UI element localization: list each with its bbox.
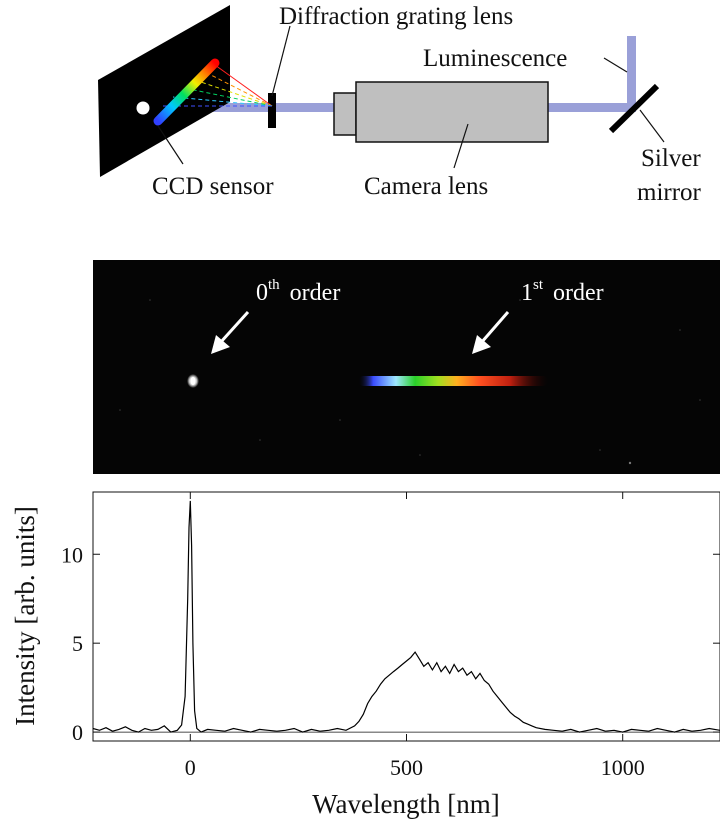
y-tick-label: 0 xyxy=(72,720,83,745)
first-order-streak xyxy=(358,376,548,386)
axis-ticks: 0 500 1000 0 5 10 xyxy=(61,492,720,780)
zeroth-order-arrow xyxy=(211,310,250,354)
first-order-label: 1st order xyxy=(521,277,604,306)
sensor-image: 0th order 1st order xyxy=(93,260,720,474)
setup-diagram: Diffraction grating lens Luminescence CC… xyxy=(98,3,702,206)
sensor-image-background xyxy=(93,260,720,474)
zeroth-order-spot xyxy=(136,101,150,115)
label-luminescence: Luminescence xyxy=(423,45,567,72)
x-tick-label: 1000 xyxy=(601,755,645,780)
label-silver: Silver xyxy=(641,145,701,172)
label-ccd-sensor: CCD sensor xyxy=(152,173,274,200)
x-tick-label: 500 xyxy=(390,755,423,780)
spectrum-chart: 0 500 1000 0 5 10 Wavelength [nm] Intensity [… xyxy=(10,491,720,819)
diffraction-grating-lens xyxy=(268,93,276,128)
first-order-arrow xyxy=(472,311,510,354)
beam-mirror-to-lens xyxy=(548,103,636,112)
camera-lens-front xyxy=(333,92,357,136)
ccd-sensor xyxy=(98,5,230,177)
zeroth-order-label: 0th order xyxy=(256,277,340,306)
spectrum-on-sensor xyxy=(153,58,220,126)
camera-lens-body xyxy=(355,81,549,143)
spectrum-line xyxy=(92,500,720,733)
x-tick-label: 0 xyxy=(185,755,196,780)
y-axis-label: Intensity [arb. units] xyxy=(10,506,40,726)
silver-mirror xyxy=(608,83,660,134)
label-grating: Diffraction grating lens xyxy=(279,3,513,30)
label-mirror: mirror xyxy=(637,179,702,206)
label-camera-lens: Camera lens xyxy=(364,173,488,200)
x-axis-label: Wavelength [nm] xyxy=(312,789,500,819)
y-tick-label: 5 xyxy=(72,631,83,656)
beam-lens-to-grating xyxy=(272,103,334,112)
y-tick-label: 10 xyxy=(61,542,83,567)
luminescence-beam-vertical xyxy=(627,36,636,112)
